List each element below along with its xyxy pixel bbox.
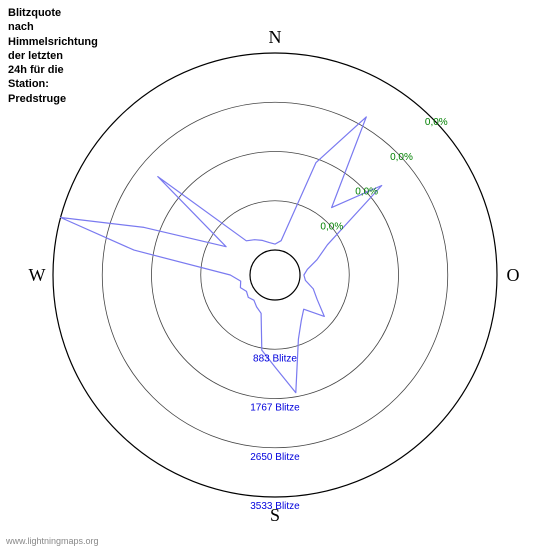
ring-label-blitze: 2650 Blitze: [250, 452, 300, 463]
cardinal-e: O: [507, 265, 520, 285]
cardinal-w: W: [29, 265, 46, 285]
ring-label-pct: 0,0%: [320, 222, 343, 233]
ring-label-pct: 0,0%: [390, 152, 413, 163]
ring-label-pct: 0,0%: [355, 187, 378, 198]
ring-label-blitze: 3533 Blitze: [250, 501, 300, 512]
ring-label-blitze: 1767 Blitze: [250, 403, 300, 414]
cardinal-n: N: [269, 27, 282, 47]
footer-link: www.lightningmaps.org: [6, 536, 99, 546]
ring-label-blitze: 883 Blitze: [253, 353, 297, 364]
ring-label-pct: 0,0%: [425, 117, 448, 128]
polar-chart: NSOW883 Blitze1767 Blitze2650 Blitze3533…: [0, 0, 550, 550]
